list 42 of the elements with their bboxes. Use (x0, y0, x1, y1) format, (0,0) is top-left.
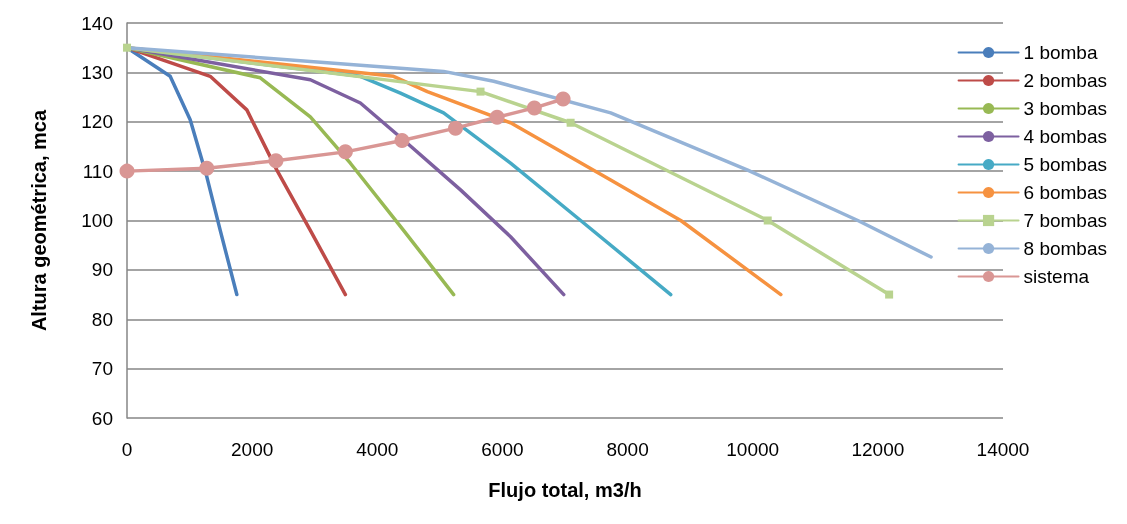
y-tick-label: 140 (81, 12, 113, 34)
x-tick-label: 8000 (606, 439, 649, 460)
point (337, 144, 353, 160)
y-tick-label: 90 (91, 259, 113, 281)
x-tick-label: 0 (121, 439, 133, 460)
legend-label: 8 bombas (1023, 238, 1108, 259)
y-tick-label: 130 (81, 61, 113, 83)
legend-label: 2 bombas (1023, 70, 1108, 91)
point (526, 100, 542, 116)
point (123, 43, 131, 52)
y-tick-label: 120 (81, 111, 113, 133)
point (268, 153, 284, 169)
x-tick-label: 10000 (726, 439, 780, 460)
x-axis-title: Flujo total, m3/h (488, 479, 642, 501)
point (566, 118, 575, 127)
x-tick-label: 4000 (356, 439, 399, 460)
x-tick-label: 14000 (976, 439, 1030, 460)
point (119, 163, 135, 179)
y-tick-label: 70 (91, 358, 113, 380)
point (763, 216, 772, 225)
legend-label: 5 bombas (1023, 154, 1108, 175)
y-tick-label: 110 (82, 160, 113, 182)
x-tick-label: 6000 (481, 439, 524, 460)
y-tick-label: 60 (91, 407, 113, 429)
point (489, 109, 505, 125)
legend-label: 7 bombas (1023, 210, 1108, 231)
y-axis-title: Altura geométrica, mca (28, 109, 50, 332)
point (555, 91, 571, 107)
y-tick-label: 100 (81, 210, 113, 231)
legend-label: 6 bombas (1023, 182, 1108, 203)
legend-label: sistema (1023, 266, 1090, 287)
legend-label: 1 bomba (1023, 42, 1098, 63)
legend-label: 4 bombas (1023, 126, 1108, 147)
legend-label: 3 bombas (1023, 98, 1108, 119)
point (448, 120, 463, 136)
y-tick-label: 80 (91, 308, 113, 330)
x-tick-label: 12000 (851, 439, 905, 460)
point (394, 133, 410, 149)
point (885, 290, 894, 299)
point (199, 160, 215, 176)
point (476, 87, 485, 96)
x-tick-label: 2000 (231, 439, 274, 460)
